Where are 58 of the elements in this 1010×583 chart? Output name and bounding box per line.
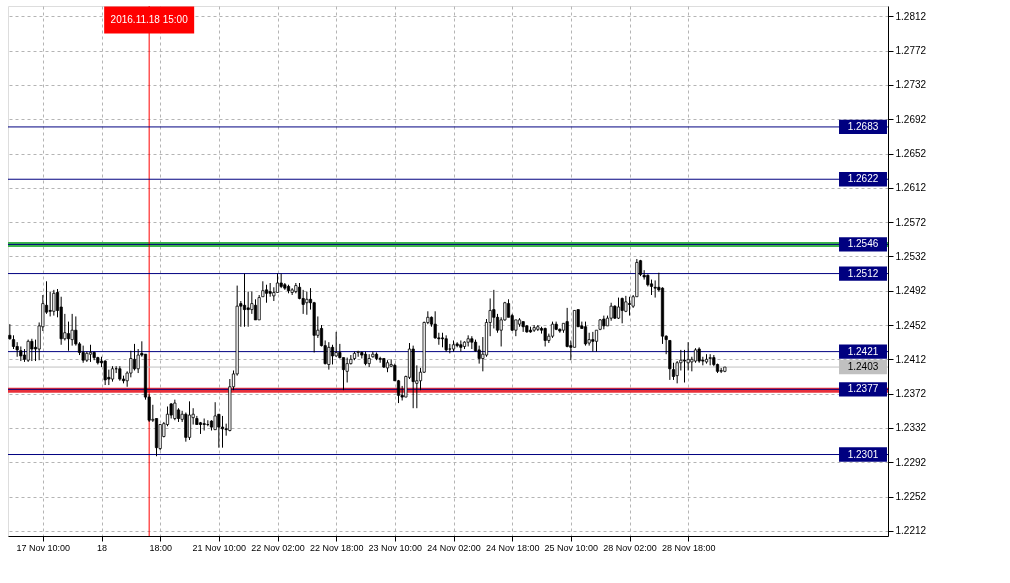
candlestick (301, 289, 305, 315)
ref-line-label: 1.2512 (847, 267, 879, 279)
x-tick-label: 25 Nov 10:00 (544, 542, 599, 553)
y-tick-label: 1.2612 (895, 182, 927, 194)
x-tick-label: 18 (96, 542, 108, 553)
y-tick-label: 1.2812 (895, 10, 927, 22)
x-tick-label: 17 Nov 10:00 (16, 542, 71, 553)
ref-line-label: 1.2403 (847, 361, 879, 373)
candlestick (253, 298, 258, 321)
candlestick (327, 341, 331, 371)
x-tick-label: 28 Nov 02:00 (603, 542, 657, 553)
candlestick (257, 294, 261, 321)
x-tick-label: 24 Nov 18:00 (485, 542, 540, 553)
candlestick (594, 329, 599, 353)
candlestick (495, 313, 500, 334)
candlestick (70, 313, 74, 347)
x-tick-label: 22 Nov 18:00 (309, 542, 364, 553)
ref-line-label: 1.2421 (847, 345, 879, 357)
y-tick-label: 1.2772 (895, 45, 927, 57)
x-tick-label: 28 Nov 18:00 (661, 542, 716, 553)
y-tick-label: 1.2292 (895, 456, 927, 468)
candlestick (330, 344, 335, 365)
x-tick-label: 22 Nov 02:00 (251, 542, 305, 553)
y-tick-label: 1.2372 (895, 388, 927, 400)
y-tick-label: 1.2532 (895, 250, 927, 262)
x-tick-label: 24 Nov 02:00 (427, 542, 481, 553)
ref-line-label: 1.2546 (847, 238, 879, 250)
ref-line-label: 1.2377 (847, 383, 879, 395)
candlestick (591, 331, 595, 353)
candlestick (246, 291, 250, 328)
y-tick-label: 1.2572 (895, 216, 927, 228)
candlestick (242, 273, 247, 328)
x-tick-label: 23 Nov 10:00 (368, 542, 423, 553)
y-tick-label: 1.2412 (895, 353, 927, 365)
candlestick (682, 349, 687, 383)
candlestick (30, 338, 34, 362)
ref-line-label: 1.2683 (847, 120, 879, 132)
y-tick-label: 1.2652 (895, 148, 927, 160)
y-tick-label: 1.2732 (895, 79, 927, 91)
candlestick (184, 412, 188, 443)
candlestick (48, 291, 52, 317)
candlestick (334, 331, 338, 358)
candlestick (52, 289, 56, 317)
y-tick-label: 1.2492 (895, 285, 927, 297)
y-tick-label: 1.2252 (895, 491, 927, 503)
ref-line-label: 1.2622 (847, 173, 879, 185)
y-tick-label: 1.2332 (895, 422, 927, 434)
y-tick-label: 1.2692 (895, 113, 927, 125)
ref-line-label: 1.2301 (847, 448, 879, 460)
candlestick (132, 343, 137, 371)
x-tick-label: 18:00 (149, 542, 172, 553)
y-tick-label: 1.2212 (895, 525, 927, 537)
candlestick (66, 321, 71, 352)
x-tick-label: 2016.11.18 15:00 (110, 14, 189, 25)
y-tick-label: 1.2452 (895, 319, 927, 331)
candlestick (305, 291, 309, 316)
x-tick-label: 21 Nov 10:00 (192, 542, 247, 553)
candlestick (103, 359, 107, 386)
